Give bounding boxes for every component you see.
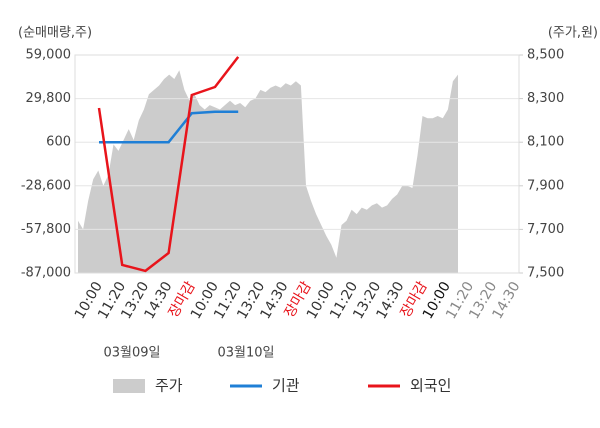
y-tick-label: 600 bbox=[46, 135, 71, 150]
y-tick-label: 29,800 bbox=[26, 91, 72, 106]
y2-tick-label: 8,100 bbox=[527, 135, 564, 150]
y2-tick-label: 8,300 bbox=[527, 91, 564, 106]
legend-swatch bbox=[113, 379, 145, 393]
y2-tick-label: 7,700 bbox=[527, 222, 564, 237]
series-line bbox=[97, 56, 240, 273]
legend-label: 기관 bbox=[272, 377, 300, 395]
y-tick-label: -57,800 bbox=[21, 222, 71, 237]
y2-tick-label: 7,900 bbox=[527, 178, 564, 193]
y-axis-title: (순매매량,주) bbox=[18, 26, 92, 41]
legend-label: 외국인 bbox=[410, 377, 451, 395]
y-tick-label: -87,000 bbox=[21, 266, 71, 281]
date-label: 03월09일 bbox=[103, 346, 160, 361]
legend-label: 주가 bbox=[155, 377, 183, 395]
y-tick-label: -28,600 bbox=[21, 178, 71, 193]
series-line bbox=[99, 110, 239, 144]
price-area bbox=[78, 70, 458, 273]
date-label: 03월10일 bbox=[217, 346, 274, 361]
y-tick-label: 59,000 bbox=[26, 48, 72, 63]
y2-tick-label: 7,500 bbox=[527, 266, 564, 281]
y2-tick-label: 8,500 bbox=[527, 48, 564, 63]
y2-axis-title: (주가,원) bbox=[548, 26, 598, 41]
plot-border bbox=[74, 54, 520, 274]
